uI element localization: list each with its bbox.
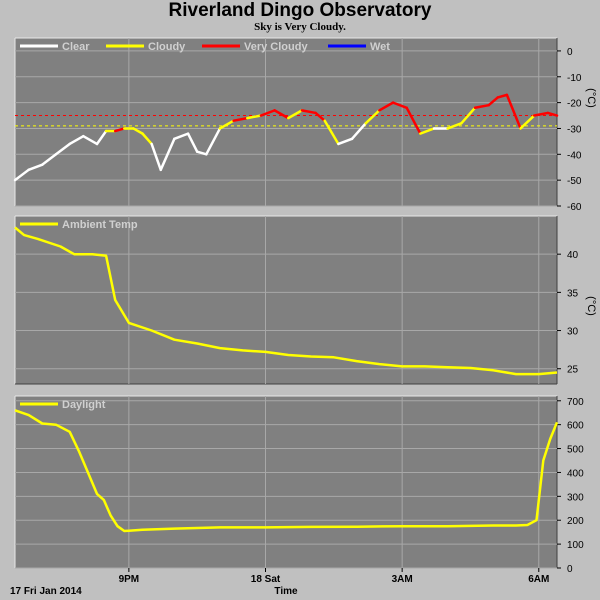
y-tick-label: 35 <box>567 288 579 299</box>
plot-area <box>15 396 557 568</box>
sky-segment-very_cloudy <box>405 106 422 135</box>
sky-segment-cloudy <box>218 119 235 130</box>
page-title: Riverland Dingo Observatory <box>168 0 432 21</box>
sky-segment-very_cloudy <box>113 127 126 133</box>
sky-segment-clear <box>350 122 367 141</box>
y-tick-label: -40 <box>567 150 582 161</box>
sky-segment-cloudy <box>460 106 477 125</box>
x-tick-label: 9PM <box>119 574 140 585</box>
y-tick-label: 500 <box>567 445 584 456</box>
y-tick-label: -30 <box>567 124 582 135</box>
daylight-line <box>14 409 559 533</box>
x-tick-label: 3AM <box>392 574 413 585</box>
sky-segment-clear <box>82 134 99 146</box>
legend-label: Daylight <box>62 399 106 411</box>
sky-segment-clear <box>95 129 108 146</box>
sky-segment-clear <box>195 150 208 156</box>
sky-segment-clear <box>41 153 58 166</box>
panel-sky: 0 -10 -20 -30 -40 -50 -60 (°C) Clear Cloudy Very C… <box>13 37 597 213</box>
y-tick-label: -50 <box>567 176 582 187</box>
sky-segment-cloudy <box>132 127 144 135</box>
legend-label: Ambient Temp <box>62 219 138 231</box>
x-tick-label: 18 Sat <box>251 574 281 585</box>
sky-segment-cloudy <box>323 119 340 146</box>
y-tick-label: -60 <box>567 202 582 213</box>
sky-segment-very_cloudy <box>505 93 522 130</box>
sky-segment-clear <box>186 132 199 153</box>
sky-segment-cloudy <box>246 114 263 120</box>
sky-segment-very_cloudy <box>314 111 326 122</box>
y-axis-label: (°C) <box>585 296 597 316</box>
panel-ambient: 25 30 35 40 (°C) Ambient Temp <box>14 215 597 385</box>
ambient-line <box>14 226 558 376</box>
sky-segment-cloudy <box>364 109 381 125</box>
sky-segment-cloudy <box>446 122 463 130</box>
y-axis-label: (°C) <box>585 88 597 108</box>
sky-segment-very_cloudy <box>391 101 408 110</box>
sky-segment-very_cloudy <box>473 103 490 110</box>
sky-segment-clear <box>173 132 190 141</box>
sky-segment-very_cloudy <box>273 109 290 120</box>
y-tick-label: -10 <box>567 73 582 84</box>
sky-segment-clear <box>150 142 162 172</box>
sky-segment-clear <box>337 137 354 146</box>
legend-label: Very Cloudy <box>244 41 308 53</box>
legend-label: Cloudy <box>148 41 186 53</box>
sky-segment-very_cloudy <box>378 101 395 112</box>
y-tick-label: -20 <box>567 99 582 110</box>
plot-area <box>15 216 557 384</box>
y-tick-label: 200 <box>567 516 584 527</box>
y-tick-label: 300 <box>567 492 584 503</box>
plot-area <box>15 38 557 206</box>
y-tick-label: 40 <box>567 250 579 261</box>
sky-segment-cloudy <box>419 127 436 135</box>
sky-segment-clear <box>27 163 44 172</box>
sky-segment-clear <box>54 142 71 156</box>
panel-daylight: 0 100 200 300 400 500 600 700 Daylight <box>14 395 584 575</box>
sky-status-subtitle: Sky is Very Cloudy. <box>254 21 346 33</box>
sky-segment-clear <box>68 134 85 146</box>
sky-segment-very_cloudy <box>496 93 509 99</box>
sky-segment-clear <box>205 127 222 156</box>
y-tick-label: 600 <box>567 421 584 432</box>
legend-label: Clear <box>62 41 90 53</box>
y-tick-label: 30 <box>567 327 579 338</box>
y-tick-label: 0 <box>567 47 573 58</box>
sky-segment-very_cloudy <box>259 109 276 117</box>
y-tick-label: 100 <box>567 540 584 551</box>
y-tick-label: 700 <box>567 397 584 408</box>
sky-segment-clear <box>13 168 30 182</box>
sky-segment-very_cloudy <box>546 111 559 117</box>
sky-segment-cloudy <box>287 109 304 120</box>
sky-segment-very_cloudy <box>487 96 500 107</box>
sky-segment-very_cloudy <box>532 111 550 117</box>
y-tick-label: 25 <box>567 365 579 376</box>
sky-segment-very_cloudy <box>300 109 317 115</box>
x-date-label: 17 Fri Jan 2014 <box>10 586 82 597</box>
y-tick-label: 0 <box>567 564 573 575</box>
sky-segment-cloudy <box>141 132 153 146</box>
sky-segment-clear <box>159 137 176 172</box>
x-axis-label: Time <box>274 586 298 597</box>
legend-label: Wet <box>370 41 390 53</box>
x-tick-label: 6AM <box>528 574 549 585</box>
sky-segment-cloudy <box>519 114 536 130</box>
y-tick-label: 400 <box>567 468 584 479</box>
sky-segment-very_cloudy <box>232 116 249 122</box>
